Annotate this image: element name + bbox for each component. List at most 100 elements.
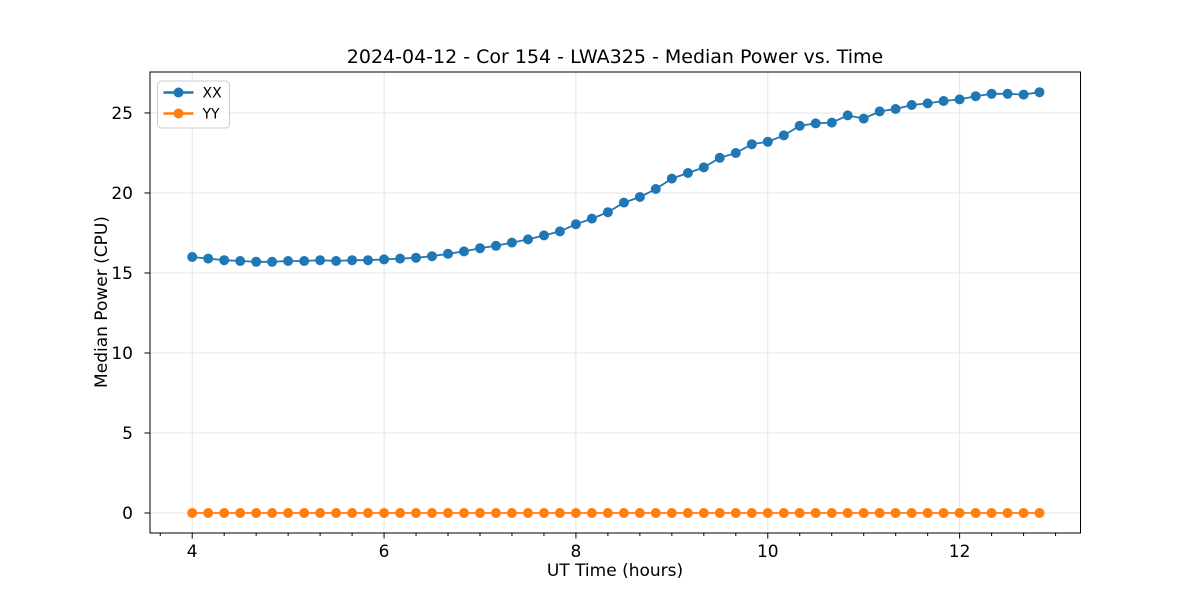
series-XX-marker — [363, 255, 373, 266]
series-YY-marker — [858, 508, 869, 518]
series-XX-marker — [219, 255, 230, 266]
series-XX-marker — [970, 91, 981, 102]
series-YY-marker — [634, 508, 645, 518]
x-tick-label-10: 10 — [757, 542, 779, 562]
x-axis-label: UT Time (hours) — [547, 561, 683, 581]
series-YY-marker — [395, 508, 406, 518]
series-YY-marker — [826, 508, 837, 518]
series-YY-marker — [251, 508, 262, 518]
series-XX-marker — [395, 253, 406, 264]
series-XX-marker — [762, 136, 773, 147]
series-YY-marker — [347, 508, 358, 518]
series-XX-marker — [682, 168, 693, 178]
series-YY-marker — [315, 508, 326, 518]
series-XX-marker — [267, 256, 278, 267]
series-YY-marker — [586, 508, 597, 518]
series-YY-marker — [778, 508, 789, 518]
series-XX-marker — [299, 256, 310, 266]
series-XX-marker — [954, 94, 965, 105]
series-YY-marker — [539, 508, 549, 518]
series-XX-marker — [794, 120, 805, 131]
series-XX-marker — [331, 256, 342, 266]
series-XX-marker — [187, 252, 198, 262]
series-XX-marker — [714, 152, 725, 163]
series-YY-marker — [219, 508, 230, 518]
series-XX-marker — [810, 118, 821, 129]
x-tick-label-6: 6 — [379, 542, 390, 562]
series-YY-marker — [1034, 508, 1045, 518]
legend-label-YY: YY — [202, 107, 221, 123]
series-YY-marker — [427, 508, 437, 518]
series-YY-marker — [1002, 508, 1013, 518]
series-YY-marker — [267, 508, 278, 518]
series-XX-marker — [459, 246, 469, 257]
series-XX-marker — [443, 248, 453, 259]
plot-border — [149, 71, 1081, 534]
series-XX-marker — [411, 252, 421, 263]
series-XX-marker — [666, 173, 677, 184]
series-YY-marker — [331, 508, 342, 518]
x-tick-label-12: 12 — [949, 542, 971, 562]
series-XX-marker — [634, 192, 645, 202]
tick-layer: 4 6 8 10 12 0 5 10 15 20 25 — [111, 104, 1057, 562]
series-YY-marker — [1018, 508, 1029, 518]
series-YY-marker — [698, 508, 709, 518]
series-XX-marker — [986, 88, 997, 99]
series-XX-marker — [506, 237, 517, 248]
series-YY-marker — [714, 508, 725, 518]
series-XX-marker — [1002, 88, 1013, 99]
series-XX-marker — [650, 184, 661, 194]
y-tick-label-10: 10 — [111, 344, 133, 364]
series-XX-marker — [283, 256, 294, 266]
series-YY-marker — [379, 508, 390, 518]
series-XX-marker — [251, 256, 262, 267]
series-YY-marker — [491, 508, 501, 518]
series-XX-marker — [618, 197, 629, 208]
series-XX-marker — [315, 255, 326, 266]
series-YY-marker — [938, 508, 949, 518]
grid-layer — [150, 72, 1081, 533]
series-layer — [187, 87, 1045, 518]
series-YY-marker — [203, 508, 214, 518]
series-YY-marker — [650, 508, 661, 518]
series-YY-marker — [954, 508, 965, 518]
series-YY-marker — [874, 508, 885, 518]
series-XX-marker — [602, 207, 613, 218]
series-XX-marker — [890, 104, 901, 114]
series-XX-marker — [842, 110, 853, 121]
series-XX-marker — [203, 253, 214, 264]
series-YY-marker — [523, 508, 533, 518]
series-XX-marker — [427, 251, 437, 262]
series-YY-marker — [443, 508, 453, 518]
series-XX-marker — [539, 230, 549, 241]
series-YY-marker — [842, 508, 853, 518]
series-XX-marker — [922, 98, 933, 109]
series-XX-marker — [826, 117, 837, 128]
series-YY-marker — [411, 508, 421, 518]
series-XX-marker — [586, 213, 597, 224]
series-XX-marker — [698, 162, 709, 173]
series-YY-marker — [986, 508, 997, 518]
series-XX-marker — [1034, 87, 1045, 98]
legend-marker-XX — [173, 87, 184, 98]
series-XX-marker — [778, 130, 789, 141]
series-XX-marker — [906, 100, 917, 110]
series-YY-marker — [187, 508, 198, 518]
series-XX-marker — [475, 243, 485, 254]
series-XX-marker — [858, 113, 869, 124]
series-YY-marker — [602, 508, 613, 518]
series-YY-marker — [762, 508, 773, 518]
series-XX-marker — [570, 219, 581, 230]
series-YY-marker — [475, 508, 485, 518]
series-YY-marker — [922, 508, 933, 518]
series-YY-marker — [570, 508, 581, 518]
series-XX-marker — [874, 106, 885, 117]
series-YY-marker — [794, 508, 805, 518]
series-YY-marker — [235, 508, 246, 518]
y-tick-label-25: 25 — [111, 104, 133, 124]
x-tick-label-4: 4 — [187, 542, 198, 562]
chart-title: 2024-04-12 - Cor 154 - LWA325 - Median P… — [347, 46, 883, 68]
series-YY-marker — [363, 508, 373, 518]
